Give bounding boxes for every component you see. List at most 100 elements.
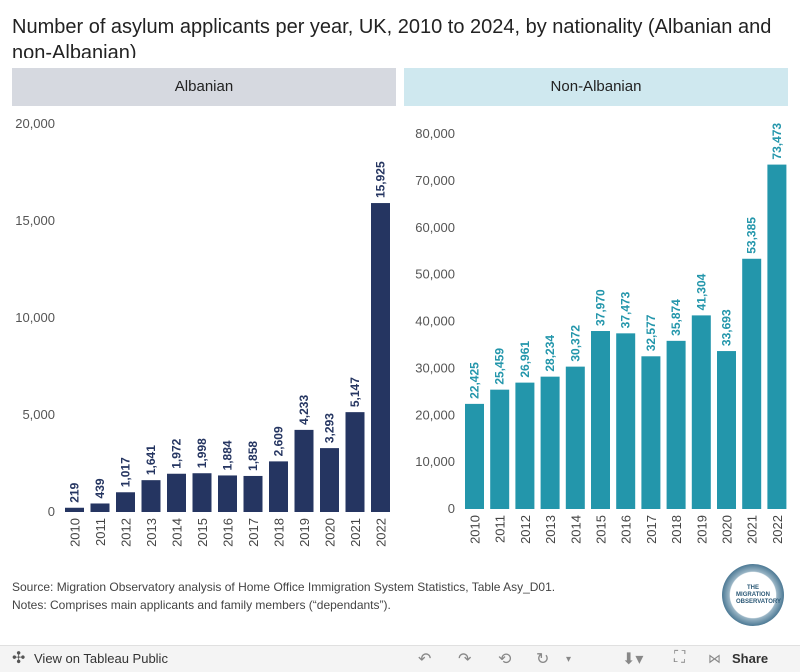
x-tick-label: 2020 [720,515,735,544]
x-tick-label: 2018 [669,515,684,544]
chart-title: Number of asylum applicants per year, UK… [12,16,772,58]
y-tick-label: 60,000 [415,220,455,235]
data-label: 32,577 [644,314,658,351]
data-label: 22,425 [468,362,482,399]
x-tick-label: 2014 [170,518,185,547]
bar-2017[interactable] [641,356,661,509]
x-tick-label: 2011 [93,518,108,546]
bar-2010[interactable] [465,403,484,509]
x-tick-label: 2019 [694,515,709,544]
share-icon[interactable]: ⋈ [708,651,721,666]
data-label: 1,884 [221,440,235,470]
data-label: 35,874 [669,299,683,336]
data-label: 4,233 [297,395,311,425]
notes-line: Notes: Comprises main applicants and fam… [12,598,391,612]
bar-2011[interactable] [90,503,110,512]
bar-2016[interactable] [218,475,237,512]
x-tick-label: 2019 [297,518,312,547]
download-icon[interactable]: ⬇▾ [622,651,644,668]
bar-2010[interactable] [65,507,84,512]
migration-observatory-logo[interactable]: THE MIGRATION OBSERVATORY [722,564,784,626]
data-label: 37,970 [594,289,608,326]
data-label: 26,961 [518,341,532,378]
refresh-icon[interactable]: ↻ [536,651,550,668]
x-tick-label: 2015 [594,515,609,544]
y-tick-label: 80,000 [415,126,455,141]
x-tick-label: 2014 [568,515,583,544]
revert-icon[interactable]: ⟲ [498,651,512,668]
x-tick-label: 2016 [221,518,236,547]
y-tick-label: 20,000 [415,407,455,422]
bar-2020[interactable] [717,351,736,509]
pause-dropdown-icon[interactable]: ▾ [566,654,572,665]
bar-2018[interactable] [269,461,288,512]
y-tick-label: 20,000 [15,116,55,131]
bar-2012[interactable] [515,382,535,509]
bar-2015[interactable] [192,473,212,512]
data-label: 15,925 [374,161,388,198]
y-tick-label: 0 [448,501,455,516]
data-label: 1,972 [170,438,184,468]
x-tick-label: 2021 [745,515,760,544]
tableau-icon[interactable]: ✣ [12,650,26,667]
x-tick-label: 2017 [644,515,659,544]
data-label: 1,017 [119,457,133,487]
bar-2015[interactable] [591,331,610,509]
bar-2021[interactable] [742,258,762,509]
redo-icon[interactable]: ↷ [458,651,472,668]
x-tick-label: 2018 [272,518,287,547]
data-label: 53,385 [745,217,759,254]
x-tick-label: 2013 [144,518,159,547]
view-on-tableau-link[interactable]: View on Tableau Public [34,651,168,666]
non-albanian-bar-chart[interactable]: 0 10,000 20,000 30,000 40,000 50,000 60,000 70,… [0,0,800,560]
y-tick-label: 70,000 [415,173,455,188]
x-tick-label: 2022 [374,518,389,547]
data-label: 3,293 [323,413,337,443]
data-label: 1,858 [246,441,260,471]
logo-text: THE MIGRATION OBSERVATORY [736,584,782,605]
data-label: 2,609 [272,426,286,456]
x-tick-label: 2016 [619,515,634,544]
bar-2022[interactable] [767,164,787,509]
bar-2012[interactable] [116,492,135,512]
data-label: 219 [68,482,82,502]
y-tick-label: 15,000 [15,213,55,228]
panel-header-albanian: Albanian [12,68,396,106]
bar-2013[interactable] [540,376,560,509]
bar-2016[interactable] [616,333,636,509]
bar-2020[interactable] [320,448,339,512]
undo-icon[interactable]: ↶ [418,651,432,668]
data-label: 33,693 [720,309,734,346]
x-tick-label: 2012 [518,515,533,544]
y-tick-label: 40,000 [415,314,455,329]
data-label: 1,998 [195,438,209,468]
bar-2013[interactable] [141,480,161,512]
fullscreen-icon[interactable]: ⛶ [674,649,686,666]
y-tick-label: 10,000 [415,454,455,469]
bar-2014[interactable] [565,366,585,509]
x-tick-label: 2011 [493,515,508,543]
albanian-bar-chart[interactable]: 0 5,000 10,000 15,000 20,000 219 2010 439 2011 1,… [0,0,400,560]
x-tick-label: 2015 [195,518,210,547]
y-tick-label: 5,000 [22,407,55,422]
x-tick-label: 2010 [68,518,83,547]
data-label: 30,372 [568,325,582,362]
x-tick-label: 2022 [770,515,785,544]
bar-2011[interactable] [490,389,510,509]
bar-2018[interactable] [666,340,686,509]
source-notes: Source: Migration Observatory analysis o… [12,578,555,614]
bar-2014[interactable] [167,473,186,512]
x-tick-label: 2010 [468,515,483,544]
bar-2019[interactable] [294,429,314,512]
y-tick-label: 50,000 [415,267,455,282]
bar-2021[interactable] [345,412,365,512]
share-button[interactable]: Share [732,651,769,666]
data-label: 37,473 [619,291,633,328]
data-label: 1,641 [144,445,158,475]
panel-header-non-albanian: Non-Albanian [404,68,788,106]
data-label: 439 [93,478,107,498]
bar-2017[interactable] [243,475,263,512]
bar-2022[interactable] [371,203,390,512]
bar-2019[interactable] [691,315,711,509]
data-label: 28,234 [543,335,557,372]
